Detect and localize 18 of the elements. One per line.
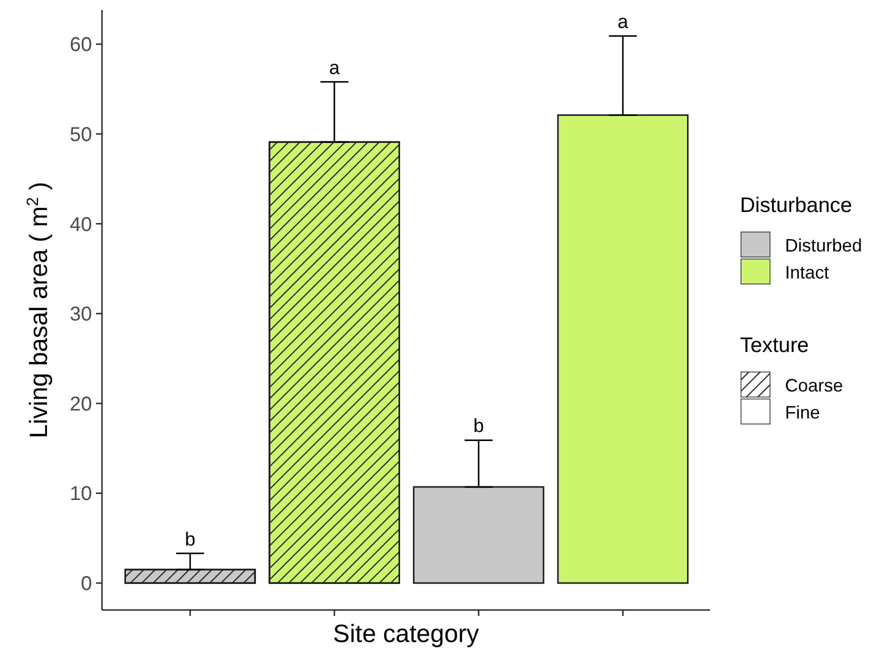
text: Texture (740, 334, 809, 357)
text: Fine (785, 402, 820, 422)
annotation: b (473, 416, 484, 438)
y-tick-label: 50 (70, 124, 92, 146)
y-tick-label: 0 (80, 573, 92, 596)
x-axis-title: Site category (333, 620, 480, 648)
legend-label: Disturbed (785, 235, 862, 256)
y-tick-label: 60 (70, 34, 92, 56)
y-tick-label: 40 (70, 214, 92, 236)
y-tick-label: 20 (70, 393, 92, 416)
annotation: b (184, 529, 196, 550)
legend-title: Disturbance (740, 194, 852, 217)
annotation: a (618, 12, 629, 34)
legend-label: Intact (785, 262, 830, 282)
text: Coarse (785, 375, 844, 396)
annotation: a (329, 58, 340, 79)
y-tick-label: 10 (70, 483, 92, 506)
y-tick-label: 30 (70, 304, 92, 326)
